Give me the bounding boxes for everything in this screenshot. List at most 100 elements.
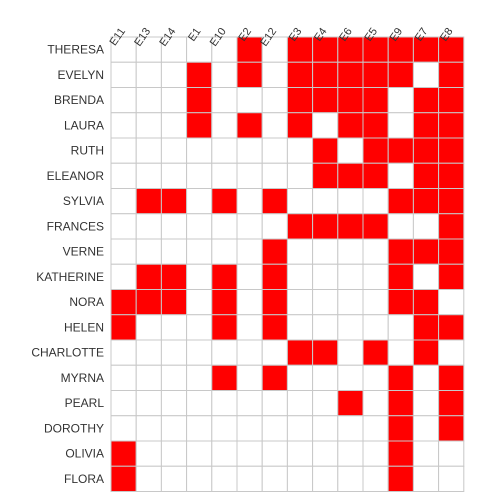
cell-helen-e6 xyxy=(337,314,364,341)
cell-flora-e10 xyxy=(211,465,238,492)
cell-nora-e11 xyxy=(110,289,137,316)
cell-pearl-e11 xyxy=(110,390,137,417)
cell-pearl-e2 xyxy=(236,390,263,417)
cell-katherine-e13 xyxy=(135,263,162,290)
cell-nora-e5 xyxy=(362,289,389,316)
cell-flora-e7 xyxy=(412,465,440,492)
cell-flora-e2 xyxy=(236,465,263,492)
cell-sylvia-e2 xyxy=(236,188,263,215)
cell-charlotte-e3 xyxy=(286,339,314,366)
row-label-verne: VERNE xyxy=(63,245,104,259)
cell-nora-e8 xyxy=(438,289,465,316)
cell-olivia-e4 xyxy=(312,440,339,467)
cell-pearl-e3 xyxy=(286,390,314,417)
cell-frances-e10 xyxy=(211,213,238,240)
cell-brenda-e3 xyxy=(286,87,314,114)
cell-sylvia-e13 xyxy=(135,188,162,215)
cell-helen-e10 xyxy=(211,314,238,341)
cell-pearl-e14 xyxy=(160,390,188,417)
cell-sylvia-e4 xyxy=(312,188,339,215)
cell-katherine-e4 xyxy=(312,263,339,290)
cell-myrna-e14 xyxy=(160,364,188,391)
cell-flora-e1 xyxy=(186,465,213,492)
cell-eleanor-e8 xyxy=(438,162,465,189)
cell-charlotte-e13 xyxy=(135,339,162,366)
cell-katherine-e11 xyxy=(110,263,137,290)
cell-charlotte-e14 xyxy=(160,339,188,366)
cell-ruth-e6 xyxy=(337,137,364,164)
cell-helen-e14 xyxy=(160,314,188,341)
row-label-theresa: THERESA xyxy=(47,43,104,57)
cell-evelyn-e1 xyxy=(186,61,213,88)
cell-olivia-e7 xyxy=(412,440,440,467)
cell-evelyn-e4 xyxy=(312,61,339,88)
cell-helen-e4 xyxy=(312,314,339,341)
cell-verne-e11 xyxy=(110,238,137,265)
cell-eleanor-e5 xyxy=(362,162,389,189)
cell-pearl-e8 xyxy=(438,390,465,417)
row-label-pearl: PEARL xyxy=(65,396,105,410)
cell-eleanor-e4 xyxy=(312,162,339,189)
cell-ruth-e11 xyxy=(110,137,137,164)
cell-helen-e5 xyxy=(362,314,389,341)
cell-dorothy-e3 xyxy=(286,415,314,442)
cell-eleanor-e13 xyxy=(135,162,162,189)
cell-verne-e6 xyxy=(337,238,364,265)
cell-eleanor-e9 xyxy=(387,162,414,189)
cell-helen-e2 xyxy=(236,314,263,341)
row-label-sylvia: SYLVIA xyxy=(63,194,104,208)
cell-brenda-e13 xyxy=(135,87,162,114)
cell-katherine-e2 xyxy=(236,263,263,290)
cell-sylvia-e7 xyxy=(412,188,440,215)
cell-ruth-e3 xyxy=(286,137,314,164)
cell-theresa-e3 xyxy=(286,36,314,63)
cell-frances-e11 xyxy=(110,213,137,240)
cell-ruth-e9 xyxy=(387,137,414,164)
cell-brenda-e1 xyxy=(186,87,213,114)
cell-dorothy-e12 xyxy=(261,415,288,442)
cell-ruth-e14 xyxy=(160,137,188,164)
cell-dorothy-e8 xyxy=(438,415,465,442)
cell-sylvia-e3 xyxy=(286,188,314,215)
cell-helen-e9 xyxy=(387,314,414,341)
cell-charlotte-e6 xyxy=(337,339,364,366)
cell-laura-e1 xyxy=(186,112,213,139)
cell-brenda-e9 xyxy=(387,87,414,114)
cell-laura-e14 xyxy=(160,112,188,139)
cell-olivia-e11 xyxy=(110,440,137,467)
cell-pearl-e12 xyxy=(261,390,288,417)
cell-evelyn-e6 xyxy=(337,61,364,88)
cell-ruth-e7 xyxy=(412,137,440,164)
cell-katherine-e3 xyxy=(286,263,314,290)
cell-laura-e12 xyxy=(261,112,288,139)
cell-flora-e6 xyxy=(337,465,364,492)
cell-flora-e4 xyxy=(312,465,339,492)
cell-olivia-e2 xyxy=(236,440,263,467)
row-label-helen: HELEN xyxy=(64,320,104,334)
cell-charlotte-e1 xyxy=(186,339,213,366)
cell-ruth-e13 xyxy=(135,137,162,164)
cell-verne-e10 xyxy=(211,238,238,265)
cell-charlotte-e11 xyxy=(110,339,137,366)
cell-olivia-e12 xyxy=(261,440,288,467)
cell-eleanor-e10 xyxy=(211,162,238,189)
cell-dorothy-e11 xyxy=(110,415,137,442)
cell-eleanor-e14 xyxy=(160,162,188,189)
cell-dorothy-e6 xyxy=(337,415,364,442)
cell-laura-e7 xyxy=(412,112,440,139)
cell-brenda-e4 xyxy=(312,87,339,114)
cell-evelyn-e12 xyxy=(261,61,288,88)
cell-flora-e9 xyxy=(387,465,414,492)
cell-helen-e12 xyxy=(261,314,288,341)
row-label-charlotte: CHARLOTTE xyxy=(31,346,104,360)
cell-brenda-e7 xyxy=(412,87,440,114)
cell-brenda-e2 xyxy=(236,87,263,114)
cell-eleanor-e3 xyxy=(286,162,314,189)
cell-olivia-e1 xyxy=(186,440,213,467)
cell-frances-e3 xyxy=(286,213,314,240)
cell-katherine-e8 xyxy=(438,263,465,290)
cell-laura-e13 xyxy=(135,112,162,139)
cell-sylvia-e10 xyxy=(211,188,238,215)
cell-olivia-e3 xyxy=(286,440,314,467)
